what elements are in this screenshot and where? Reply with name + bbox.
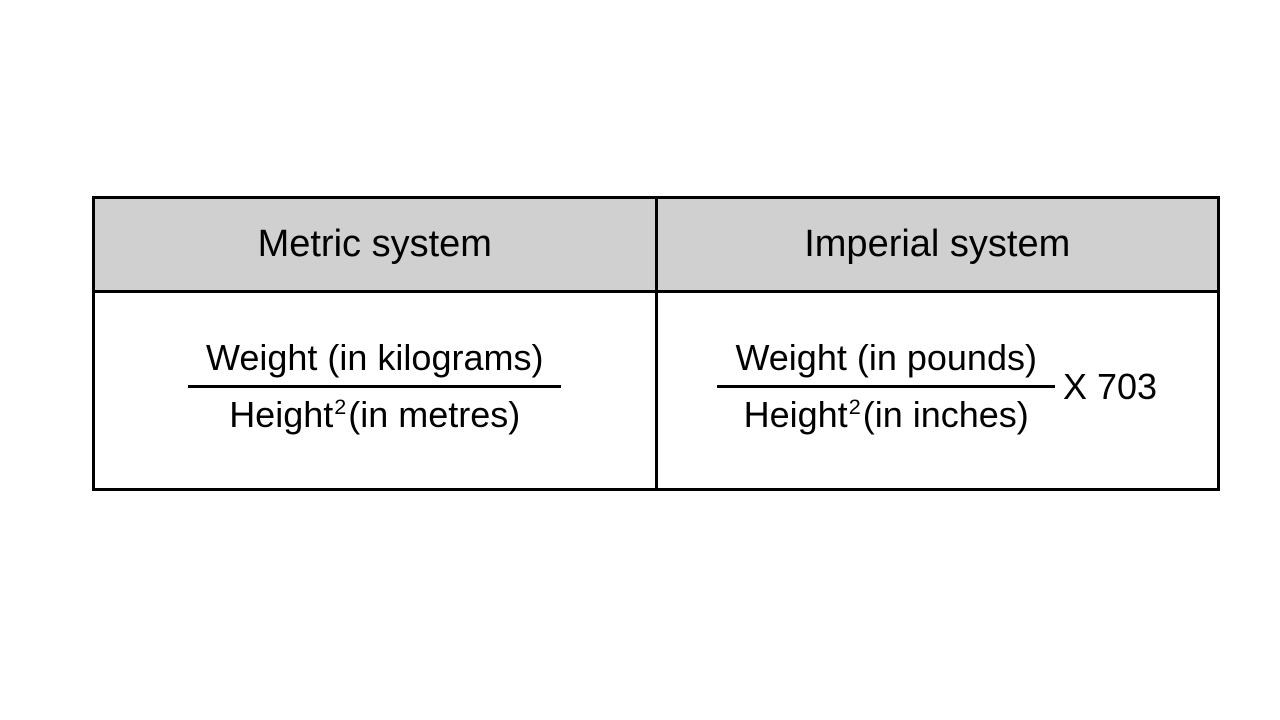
metric-denominator-exp: 2 <box>334 394 346 419</box>
imperial-denominator-base: Height <box>744 394 848 435</box>
imperial-numerator: Weight (in pounds) <box>717 337 1055 388</box>
table-body-row: Weight (in kilograms) Height2(in metres)… <box>94 292 1219 490</box>
metric-fraction: Weight (in kilograms) Height2(in metres) <box>188 337 561 436</box>
cell-metric: Weight (in kilograms) Height2(in metres) <box>94 292 657 490</box>
metric-numerator: Weight (in kilograms) <box>188 337 561 388</box>
imperial-fraction: Weight (in pounds) Height2(in inches) <box>717 337 1055 436</box>
header-imperial: Imperial system <box>656 198 1219 292</box>
metric-denominator: Height2(in metres) <box>211 388 538 436</box>
imperial-denominator-unit: (in inches) <box>863 394 1029 435</box>
header-metric-label: Metric system <box>258 223 492 265</box>
cell-imperial: Weight (in pounds) Height2(in inches) X … <box>656 292 1219 490</box>
table-header-row: Metric system Imperial system <box>94 198 1219 292</box>
imperial-denominator: Height2(in inches) <box>726 388 1047 436</box>
formula-table-container: Metric system Imperial system Weight (in… <box>92 196 1220 491</box>
formula-table: Metric system Imperial system Weight (in… <box>92 196 1220 491</box>
metric-denominator-unit: (in metres) <box>348 394 520 435</box>
header-metric: Metric system <box>94 198 657 292</box>
imperial-denominator-exp: 2 <box>849 394 861 419</box>
metric-denominator-base: Height <box>229 394 333 435</box>
metric-formula: Weight (in kilograms) Height2(in metres) <box>188 337 561 436</box>
imperial-multiplier: X 703 <box>1063 366 1157 408</box>
header-imperial-label: Imperial system <box>804 223 1070 265</box>
imperial-formula: Weight (in pounds) Height2(in inches) X … <box>717 337 1157 436</box>
